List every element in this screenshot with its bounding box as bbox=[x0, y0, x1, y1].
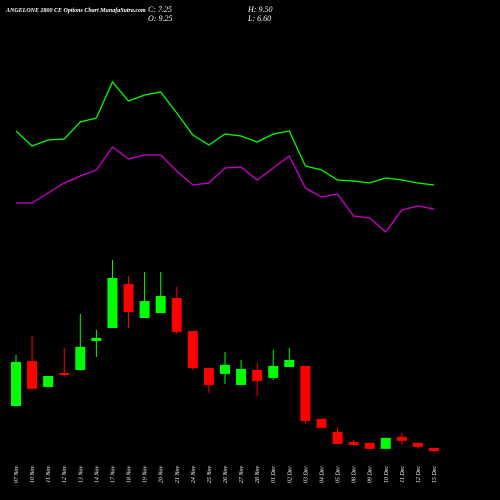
x-tick-label: 28 Nov bbox=[255, 466, 261, 484]
x-tick-label: 19 Nov bbox=[143, 466, 149, 484]
open-text: O: 9.25 bbox=[148, 14, 172, 23]
x-tick-label: 07 Nov bbox=[14, 466, 20, 484]
candle-body bbox=[59, 373, 70, 375]
x-tick-label: 15 Dec bbox=[432, 466, 438, 483]
candle-body bbox=[284, 359, 295, 368]
x-tick-label: 11 Dec bbox=[400, 466, 406, 483]
candle-body bbox=[75, 346, 86, 371]
candle-body bbox=[252, 370, 263, 381]
x-tick-label: 12 Dec bbox=[416, 466, 422, 483]
candle-body bbox=[43, 376, 54, 387]
x-tick-label: 09 Dec bbox=[368, 466, 374, 483]
x-tick-label: 17 Nov bbox=[110, 466, 116, 484]
x-tick-label: 01 Dec bbox=[271, 466, 277, 483]
candle-body bbox=[139, 301, 150, 319]
chart-title: ANGELONE 2800 CE Options Chart MunafaSut… bbox=[5, 8, 146, 14]
candle-body bbox=[396, 436, 407, 441]
x-tick-label: 02 Dec bbox=[287, 466, 293, 483]
x-tick-label: 10 Nov bbox=[30, 466, 36, 484]
candle-body bbox=[412, 442, 423, 447]
x-tick-label: 26 Nov bbox=[223, 466, 229, 484]
x-tick-label: 10 Dec bbox=[384, 466, 390, 483]
x-tick-label: 04 Dec bbox=[318, 466, 325, 483]
x-tick-label: 27 Nov bbox=[239, 466, 245, 484]
candle-body bbox=[220, 364, 230, 374]
x-tick-label: 25 Nov bbox=[207, 466, 213, 484]
candle-body bbox=[236, 368, 247, 386]
candle-body bbox=[27, 361, 38, 389]
candle-body bbox=[348, 441, 359, 445]
x-tick-label: 05 Dec bbox=[336, 466, 342, 483]
x-tick-label: 14 Nov bbox=[93, 466, 100, 484]
x-tick-label: 13 Nov bbox=[78, 466, 84, 484]
candle-body bbox=[155, 295, 166, 314]
candle-body bbox=[364, 442, 375, 449]
candle-body bbox=[91, 337, 102, 341]
indicator-line bbox=[16, 146, 435, 233]
candle-body bbox=[332, 431, 343, 444]
x-tick-label: 20 Nov bbox=[159, 466, 165, 484]
low-text: L: 6.60 bbox=[247, 14, 271, 23]
candle-body bbox=[268, 365, 279, 378]
candle-body bbox=[123, 283, 134, 313]
close-text: C: 7.25 bbox=[148, 5, 172, 14]
x-tick-label: 03 Dec bbox=[303, 466, 309, 483]
x-tick-label: 21 Nov bbox=[175, 466, 181, 484]
candle-body bbox=[316, 418, 327, 428]
candle-body bbox=[171, 298, 182, 332]
x-tick-label: 24 Nov bbox=[190, 466, 197, 484]
indicator-line bbox=[15, 80, 435, 186]
candle-body bbox=[380, 437, 391, 449]
candle-body bbox=[187, 331, 198, 368]
x-tick-label: 08 Dec bbox=[352, 466, 358, 483]
high-text: H: 9.50 bbox=[247, 5, 272, 14]
candle-body bbox=[11, 361, 21, 406]
x-tick-label: 18 Nov bbox=[127, 466, 133, 484]
x-tick-label: 11 Nov bbox=[46, 466, 52, 483]
x-tick-label: 12 Nov bbox=[62, 466, 68, 484]
candle-body bbox=[203, 367, 214, 386]
candle-body bbox=[429, 448, 439, 452]
candle-body bbox=[107, 277, 118, 329]
candle-body bbox=[300, 365, 311, 421]
